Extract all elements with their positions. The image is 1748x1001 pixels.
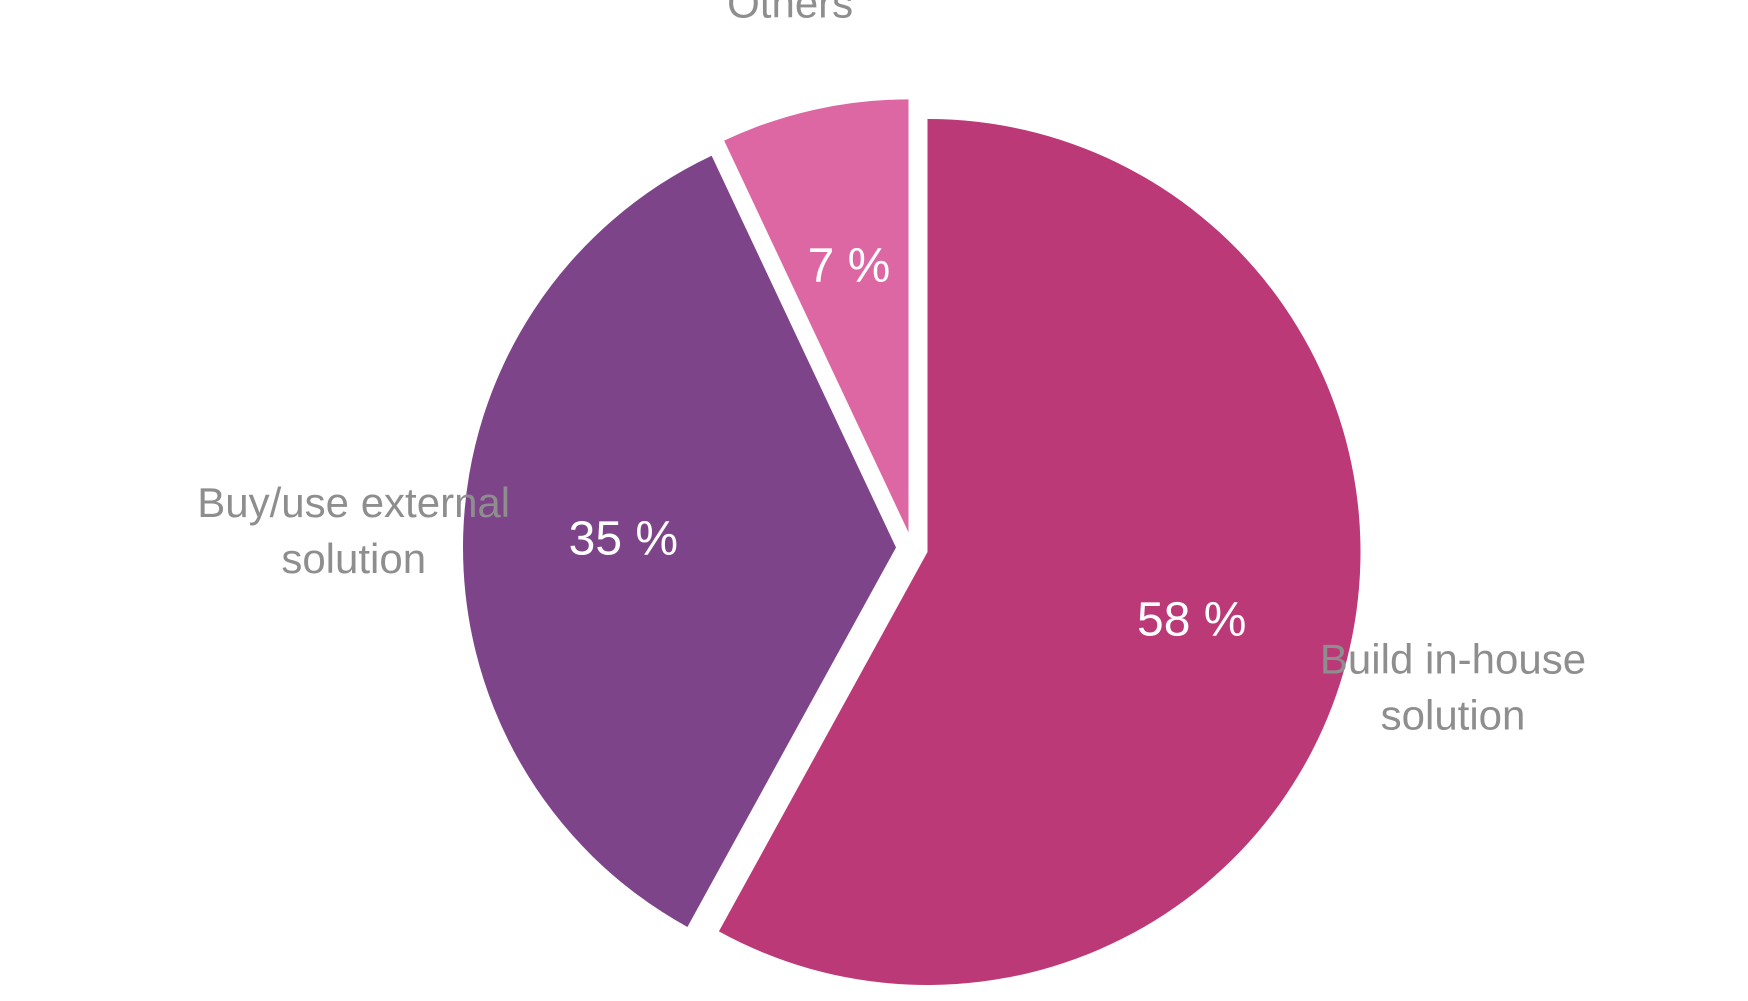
pie-slice — [724, 99, 909, 533]
slice-value-label: 58 % — [1137, 593, 1246, 646]
slice-value-label: 7 % — [808, 240, 891, 293]
pie-slice — [718, 118, 1361, 985]
slice-value-label: 35 % — [569, 512, 678, 565]
slice-category-label: Build in-house — [1320, 635, 1586, 682]
slice-category-label: Buy/use external — [197, 479, 510, 526]
slice-category-label: solution — [1381, 691, 1526, 738]
slice-category-label: Others — [727, 0, 853, 26]
pie-slice — [463, 155, 897, 927]
slice-category-label: solution — [281, 535, 426, 582]
